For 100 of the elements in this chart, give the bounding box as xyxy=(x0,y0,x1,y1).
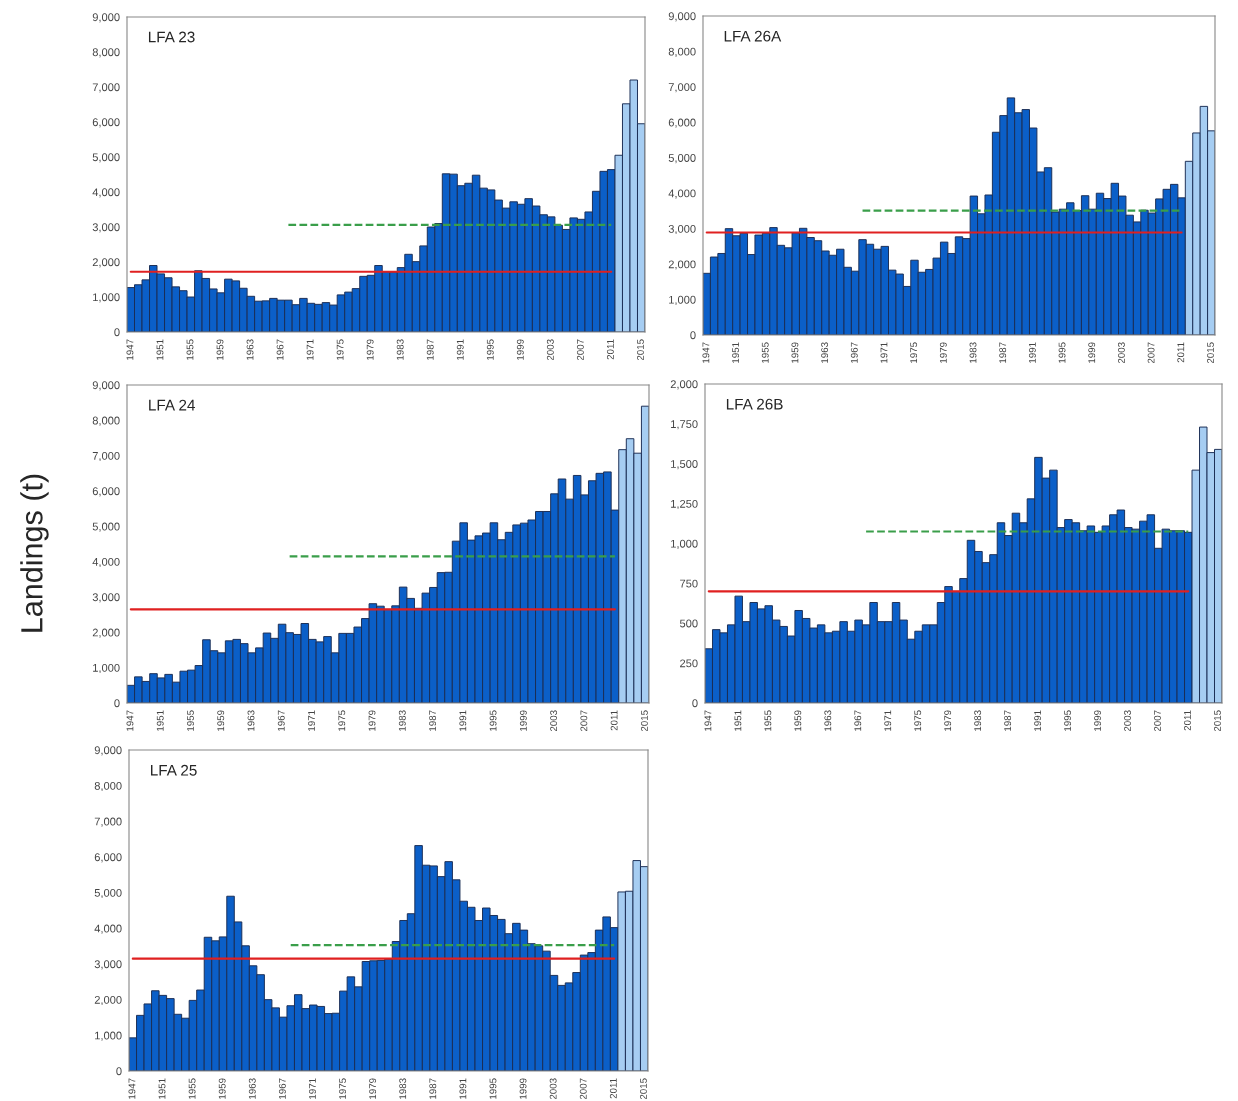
y-tick-label: 4,000 xyxy=(92,188,120,198)
x-tick-label: 2015 xyxy=(1207,342,1214,364)
y-tick-label: 6,000 xyxy=(92,118,120,128)
y-tick-label: 3,000 xyxy=(92,223,120,233)
y-tick-label: 0 xyxy=(114,328,120,337)
x-tick-label: 1975 xyxy=(339,1078,346,1099)
x-tick-label: 1995 xyxy=(489,1078,497,1099)
y-axis-title: Landings (t) xyxy=(20,474,49,632)
y-tick-label: 0 xyxy=(692,699,698,708)
y-tick-label: 6,000 xyxy=(94,853,122,863)
y-tick-label: 2,000 xyxy=(92,258,120,268)
x-tick-label: 1963 xyxy=(248,1078,256,1099)
x-tick-label: 1967 xyxy=(854,710,862,731)
y-tick-label: 8,000 xyxy=(668,47,696,57)
x-tick-label: 1955 xyxy=(186,339,194,360)
x-tick-label: 2007 xyxy=(1154,710,1161,732)
x-tick-label: 2015 xyxy=(1213,710,1221,732)
x-tick-label: 1979 xyxy=(366,339,374,360)
x-tick-label: 1979 xyxy=(944,710,952,731)
text: LFA 26A xyxy=(724,30,782,42)
y-tick-label: 1,000 xyxy=(93,663,120,674)
x-tick-label: 1987 xyxy=(429,710,436,731)
x-tick-label: 1959 xyxy=(791,342,799,363)
x-tick-label: 1955 xyxy=(764,710,772,731)
y-tick-label: 8,000 xyxy=(94,781,122,792)
y-tick-label: 5,000 xyxy=(668,154,696,164)
x-tick-label: 1995 xyxy=(1064,710,1072,731)
x-tick-label: 1983 xyxy=(969,342,977,363)
x-tick-label: 1971 xyxy=(884,710,892,731)
x-tick-label: 1967 xyxy=(277,710,285,731)
x-tick-label: 1975 xyxy=(910,342,918,363)
x-tick-label: 1999 xyxy=(519,1078,527,1099)
x-tick-label: 1995 xyxy=(489,710,497,731)
x-tick-label: 1971 xyxy=(880,342,888,363)
y-tick-label: 1,000 xyxy=(93,293,120,303)
text: LFA 23 xyxy=(148,31,195,43)
x-tick-label: 1987 xyxy=(429,1078,437,1099)
x-tick-label: 2011 xyxy=(610,710,618,731)
x-tick-label: 2011 xyxy=(606,339,614,360)
y-tick-label: 1,000 xyxy=(671,539,698,549)
y-tick-label: 4,000 xyxy=(668,189,696,199)
y-tick-label: 1,250 xyxy=(671,499,698,510)
x-tick-label: 1947 xyxy=(126,339,134,360)
y-tick-label: 5,000 xyxy=(94,888,122,899)
x-tick-label: 2003 xyxy=(549,1078,557,1100)
x-tick-label: 1955 xyxy=(188,1078,196,1099)
x-tick-label: 1991 xyxy=(456,339,464,360)
y-tick-label: 2,000 xyxy=(92,628,120,638)
x-tick-label: 1951 xyxy=(734,710,742,731)
y-tick-label: 4,000 xyxy=(94,924,122,934)
x-tick-label: 1959 xyxy=(794,710,802,731)
x-tick-label: 1951 xyxy=(732,342,739,363)
x-tick-label: 1963 xyxy=(246,339,254,360)
x-tick-label: 1975 xyxy=(336,339,344,360)
x-tick-label: 1991 xyxy=(459,710,467,731)
x-tick-label: 2015 xyxy=(636,339,644,361)
x-tick-label: 1995 xyxy=(486,339,494,360)
x-tick-label: 1991 xyxy=(1028,342,1036,363)
x-tick-label: 1955 xyxy=(761,342,769,363)
x-tick-label: 2007 xyxy=(579,1078,587,1100)
x-tick-label: 1987 xyxy=(999,342,1007,363)
y-tick-label: 1,750 xyxy=(671,420,698,430)
x-tick-label: 1999 xyxy=(1094,710,1101,731)
x-tick-label: 1967 xyxy=(276,339,284,360)
x-tick-label: 1951 xyxy=(158,1078,166,1099)
x-tick-label: 2007 xyxy=(580,710,588,732)
text: LFA 24 xyxy=(149,399,196,411)
y-tick-label: 2,000 xyxy=(94,995,122,1006)
text: LFA 26B xyxy=(726,398,783,410)
y-tick-label: 1,000 xyxy=(95,1031,122,1041)
x-tick-label: 1975 xyxy=(914,710,922,731)
x-tick-label: 1975 xyxy=(338,710,346,731)
y-tick-label: 2,000 xyxy=(668,260,696,270)
y-tick-label: 7,000 xyxy=(668,83,696,93)
x-tick-label: 1979 xyxy=(369,1078,377,1099)
x-tick-label: 1947 xyxy=(702,342,710,363)
x-tick-label: 1971 xyxy=(309,1078,316,1099)
y-tick-label: 250 xyxy=(680,659,698,668)
y-tick-label: 7,000 xyxy=(92,451,120,462)
x-tick-label: 1947 xyxy=(704,710,712,731)
y-tick-label: 4,000 xyxy=(92,557,120,568)
y-tick-label: 0 xyxy=(690,331,696,340)
y-tick-label: 7,000 xyxy=(92,83,120,93)
x-tick-label: 2015 xyxy=(639,1078,647,1100)
x-tick-label: 1987 xyxy=(426,339,434,360)
x-tick-label: 1999 xyxy=(519,710,527,731)
y-tick-label: 3,000 xyxy=(94,960,122,970)
x-tick-label: 1979 xyxy=(368,710,376,731)
x-tick-label: 2003 xyxy=(1124,710,1131,732)
x-tick-label: 1967 xyxy=(278,1078,286,1099)
x-tick-label: 1983 xyxy=(974,710,982,731)
y-tick-label: 5,000 xyxy=(92,522,120,532)
y-tick-label: 0 xyxy=(116,1067,122,1076)
x-tick-label: 2007 xyxy=(576,339,584,361)
x-tick-label: 1979 xyxy=(939,342,947,363)
x-tick-label: 1963 xyxy=(247,710,255,731)
x-tick-label: 1971 xyxy=(306,339,314,360)
y-tick-label: 6,000 xyxy=(92,487,120,497)
x-tick-label: 1999 xyxy=(516,339,524,360)
x-tick-label: 2011 xyxy=(1177,342,1185,363)
